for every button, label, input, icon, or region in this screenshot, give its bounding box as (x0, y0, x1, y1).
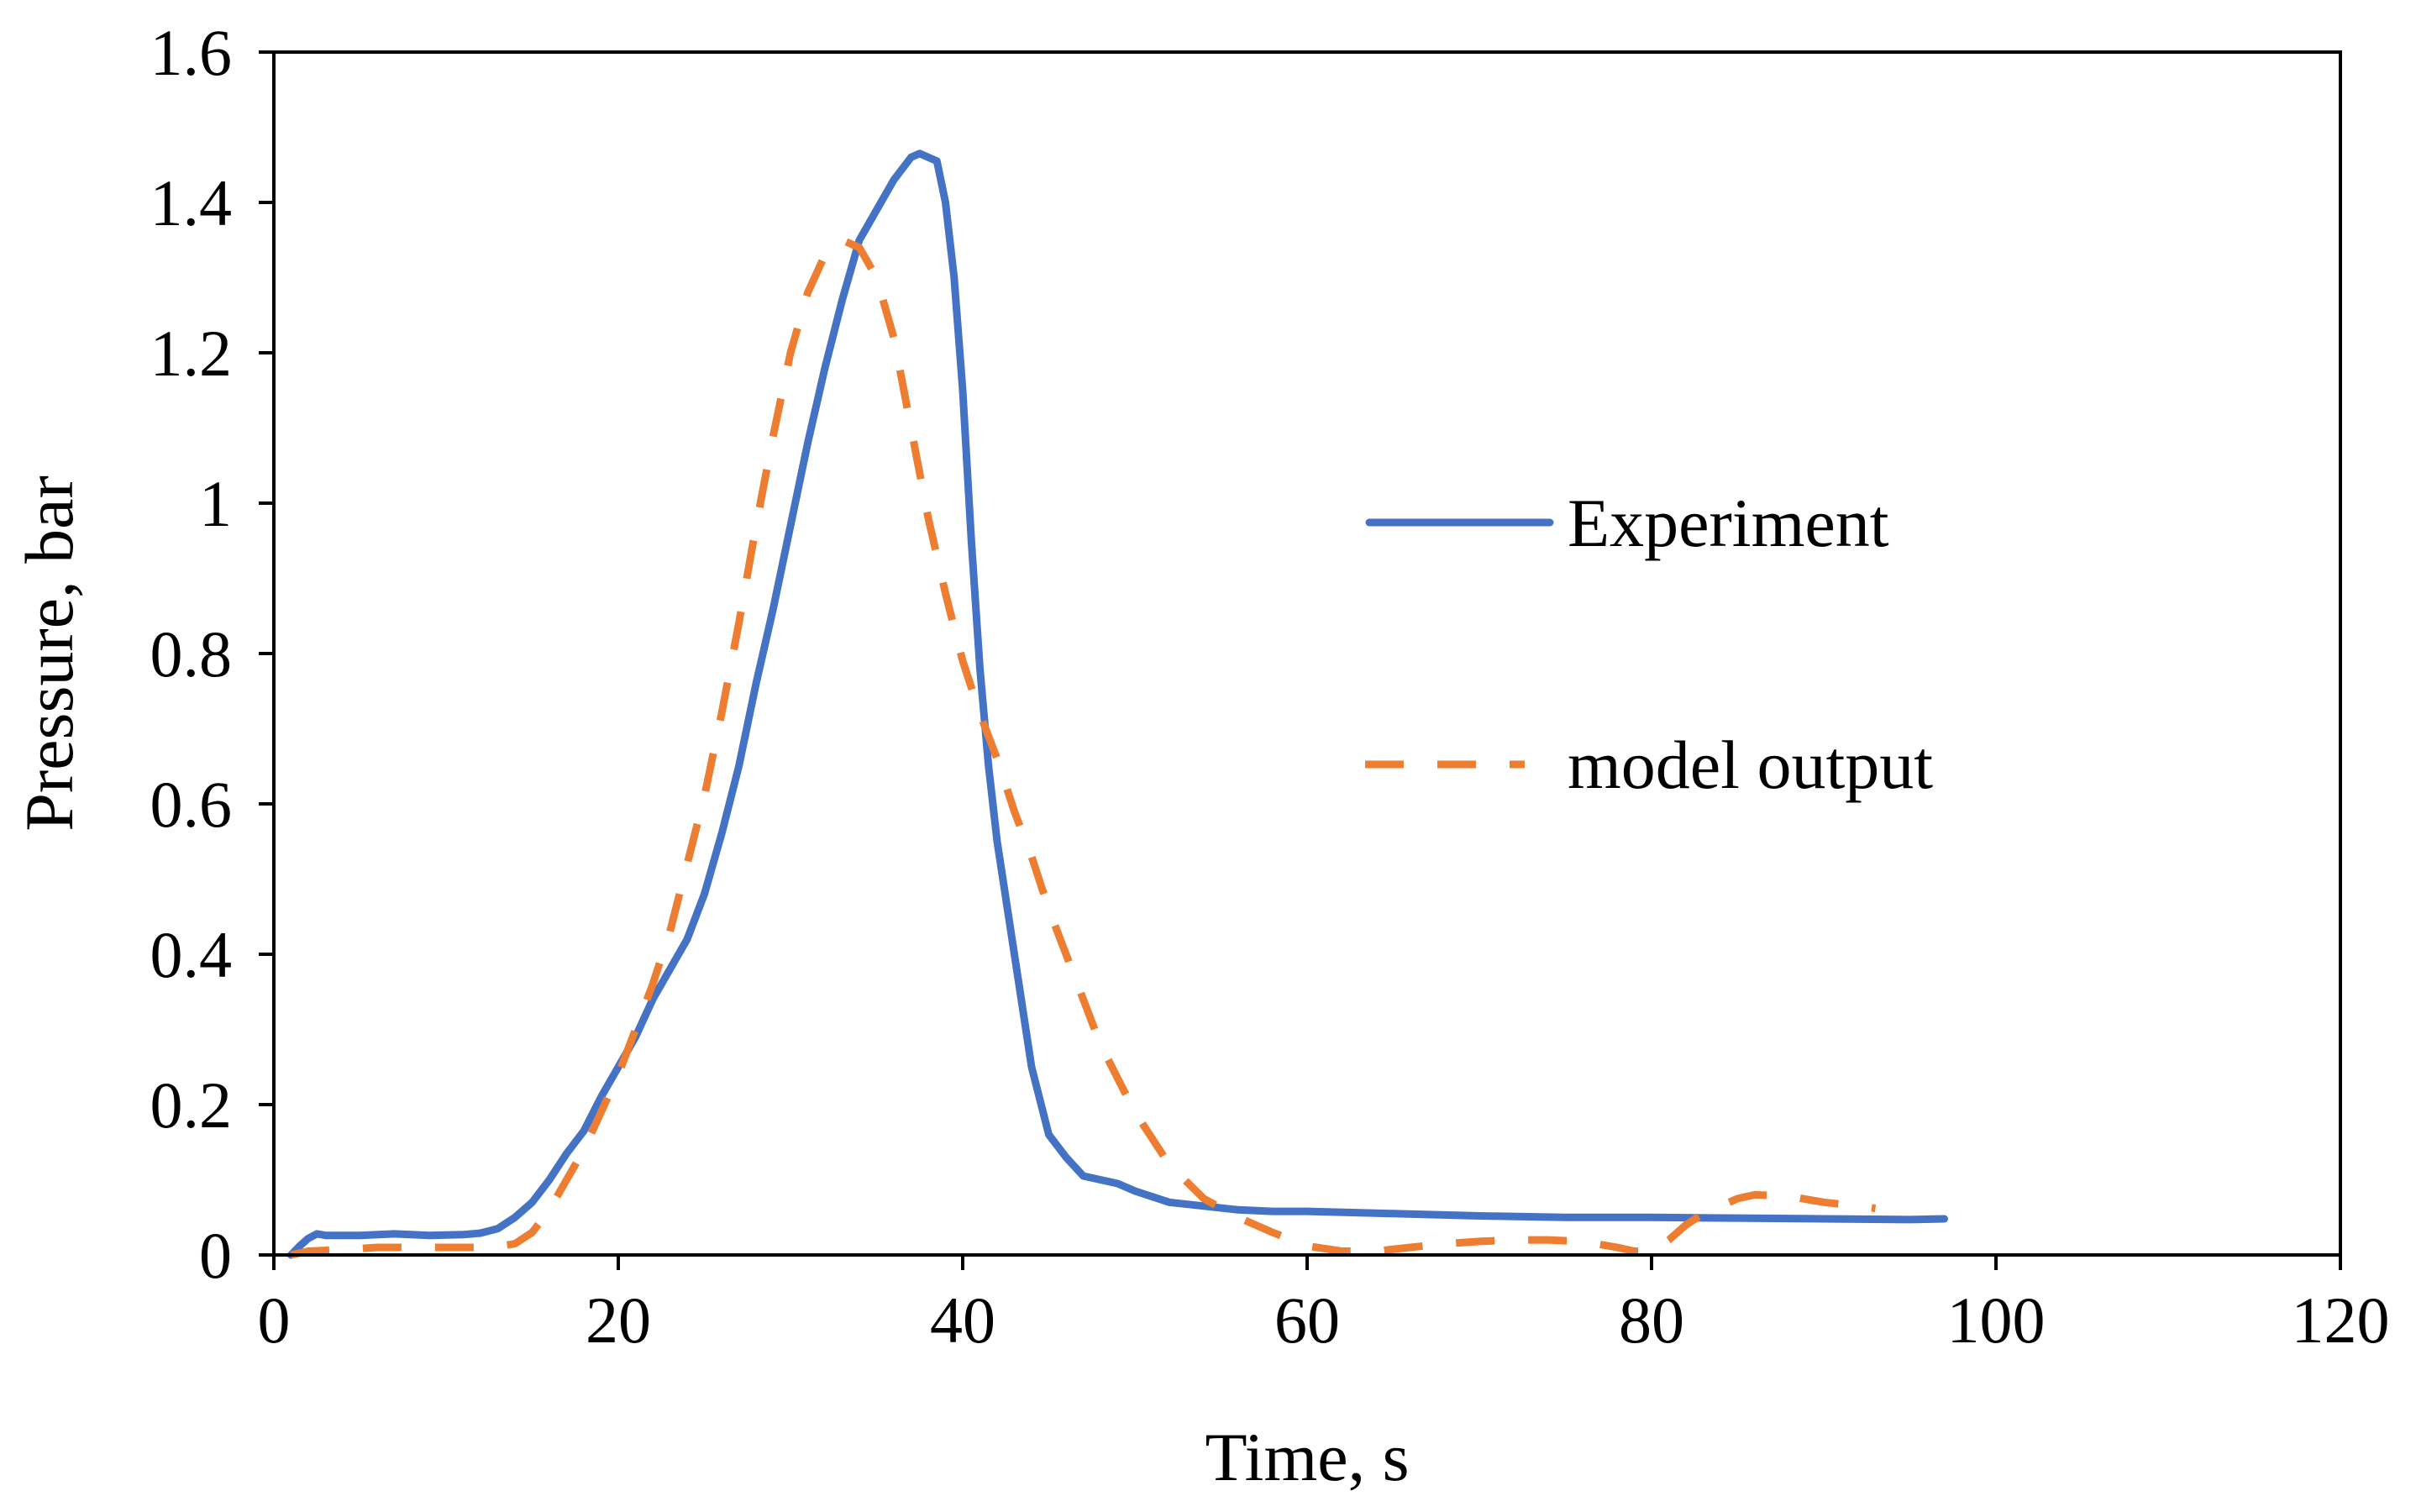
y-tick-label: 0 (199, 1219, 232, 1292)
x-tick-label: 100 (1947, 1284, 2046, 1357)
series-layer (287, 150, 1948, 1259)
y-tick-label: 1 (199, 467, 232, 540)
legend-label-experiment: Experiment (1568, 485, 1889, 561)
x-tick-label: 40 (930, 1284, 995, 1357)
y-tick-label: 0.8 (150, 617, 233, 690)
y-tick-label: 1.4 (150, 166, 233, 239)
x-tick-label: 120 (2292, 1284, 2390, 1357)
series-line-experiment (287, 150, 1948, 1259)
x-tick-label: 20 (586, 1284, 651, 1357)
x-tick-label: 60 (1274, 1284, 1340, 1357)
x-tick-label: 0 (258, 1284, 291, 1357)
legend-label-model-output: model output (1568, 727, 1933, 803)
legend: Experiment model output (1365, 485, 1933, 803)
x-tick-label: 80 (1619, 1284, 1684, 1357)
x-axis-title: Time, s (1205, 1419, 1409, 1495)
y-tick-label: 0.2 (150, 1068, 233, 1142)
tick-layer: 0 20 40 60 80 100 120 0 0.2 0.4 0.6 0.8 1 1.2 1.4 1.6 (150, 16, 2390, 1357)
y-tick-label: 1.2 (150, 317, 233, 390)
y-tick-label: 0.6 (150, 768, 233, 841)
y-axis-title: Pressure, bar (11, 475, 87, 832)
y-tick-label: 0.4 (150, 918, 233, 991)
y-tick-label: 1.6 (150, 16, 233, 89)
series-line-model-output (290, 236, 1877, 1259)
